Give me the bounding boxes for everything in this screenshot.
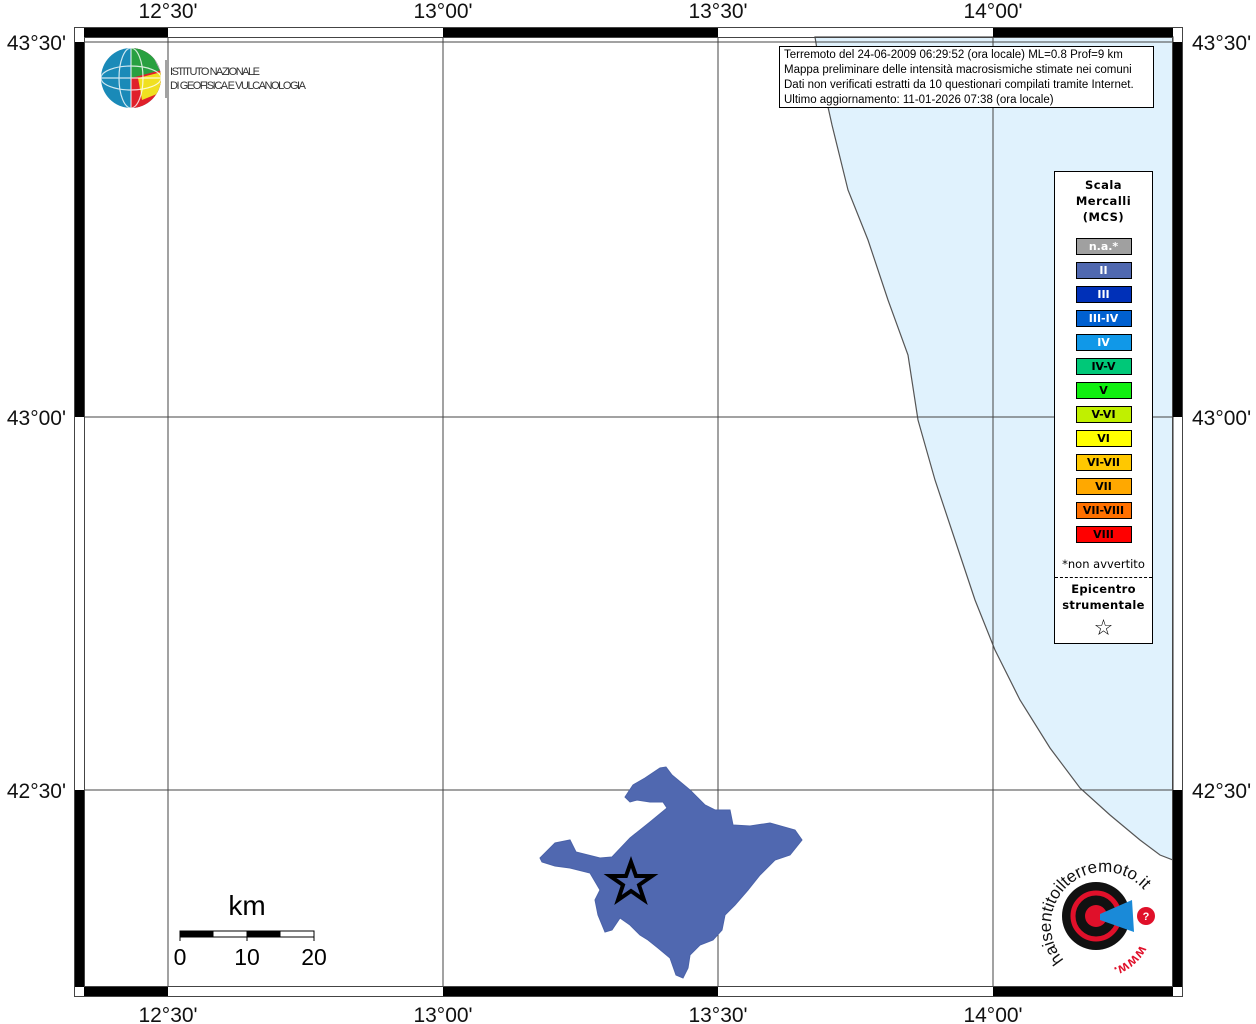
svg-text:?: ? [1143,911,1150,923]
legend-swatch: V-VI [1075,406,1132,423]
legend-swatch: VII-VIII [1075,502,1132,519]
svg-text:10: 10 [234,944,260,970]
legend-swatch: III-IV [1075,310,1132,327]
lon-label-bottom: 14°00' [963,1004,1022,1024]
ingv-logo: ISTITUTO NAZIONALE DI GEOFISICA E VULCAN… [101,48,307,108]
legend-title-line: Mercalli [1075,194,1132,208]
frame-bands [75,28,1182,996]
epicenter-star [603,856,659,906]
legend-title: Scala Mercalli (MCS) [1055,177,1152,225]
lon-label-bottom: 12°30' [138,1004,197,1024]
svg-text:20: 20 [301,944,327,970]
lon-label-top: 13°00' [413,0,472,23]
legend-title-line: Scala [1084,178,1123,192]
legend-swatches: n.a.* II III III-IV IV IV-V V V-VI VI VI-VII VII VI… [1055,238,1152,543]
lat-label-right: 43°30' [1192,32,1251,55]
event-info-box: Terremoto del 24-06-2009 06:29:52 (ora l… [779,46,1154,108]
legend-note: *non avvertito [1062,557,1145,571]
lat-label-right: 43°00' [1192,407,1251,430]
lat-label-left: 42°30' [7,780,66,803]
lon-label-top: 12°30' [138,0,197,23]
lon-label-top: 14°00' [963,0,1022,23]
legend-swatch: II [1075,262,1132,279]
lon-label-top: 13°30' [688,0,747,23]
legend-swatch: VIII [1075,526,1132,543]
scale-bar: km 0 10 20 [174,890,327,970]
event-info-line: Mappa preliminare delle intensità macros… [784,64,1132,76]
svg-text:0: 0 [174,944,187,970]
epicenter-legend: Epicentro strumentale [1055,581,1152,613]
epicenter-label: Epicentro [1071,582,1136,596]
event-info-line: Terremoto del 24-06-2009 06:29:52 (ora l… [784,49,1123,61]
svg-text:ISTITUTO NAZIONALE: ISTITUTO NAZIONALE [170,66,260,78]
event-info-line: Ultimo aggiornamento: 11-01-2026 07:38 (… [784,94,1054,106]
lat-label-right: 42°30' [1192,780,1251,803]
graticule [84,37,1173,987]
legend-swatch: IV [1075,334,1132,351]
legend-swatch: VI [1075,430,1132,447]
legend-swatch: V [1075,382,1132,399]
svg-text:DI GEOFISICA E VULCANOLOGIA: DI GEOFISICA E VULCANOLOGIA [170,80,307,92]
lat-label-left: 43°30' [7,32,66,55]
event-info-line: Dati non verificati estratti da 10 quest… [784,79,1134,91]
municipality-area [539,766,803,979]
svg-text:km: km [228,890,265,921]
legend-swatch: VI-VII [1075,454,1132,471]
legend-swatch: IV-V [1075,358,1132,375]
lon-label-bottom: 13°30' [688,1004,747,1024]
legend-swatch: n.a.* [1075,238,1132,255]
legend-title-line: (MCS) [1082,210,1125,224]
legend-swatch: III [1075,286,1132,303]
intensity-legend: Scala Mercalli (MCS) n.a.* II III III-IV IV I… [1054,171,1153,644]
epicenter-label: strumentale [1062,598,1145,612]
lon-label-bottom: 13°00' [413,1004,472,1024]
legend-swatch: VII [1075,478,1132,495]
legend-divider [1055,577,1152,578]
lat-label-left: 43°00' [7,407,66,430]
star-icon: ☆ [1093,616,1114,641]
